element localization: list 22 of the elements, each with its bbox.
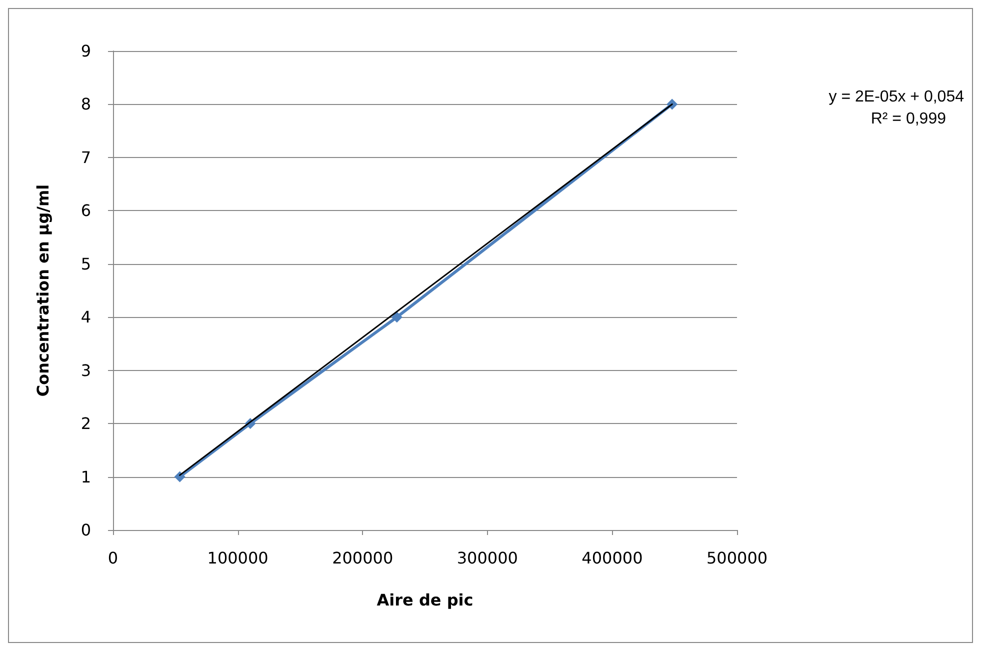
x-tick-label: 500000 (706, 548, 768, 568)
y-axis-title: Concentration en µg/ml (34, 184, 52, 397)
y-tick-label: 0 (80, 520, 91, 540)
point (391, 312, 402, 323)
y-tick-label: 4 (80, 308, 91, 327)
y-tick-label: 8 (80, 94, 91, 114)
y-tick-label: 3 (80, 360, 91, 380)
y-tick-label: 7 (80, 148, 91, 167)
x-tick-label: 0 (108, 548, 118, 568)
y-tick-label: 5 (80, 254, 91, 274)
x-axis-title: Aire de pic (376, 590, 474, 610)
x-tick-label: 200000 (332, 548, 394, 568)
text: y = 2E-05x + 0,054 (828, 88, 964, 106)
y-tick-label: 1 (80, 467, 91, 486)
x-tick-label: 300000 (456, 548, 518, 568)
x-tick-label: 100000 (207, 548, 268, 568)
x-tick-label: 400000 (582, 548, 643, 568)
y-tick-label: 6 (80, 201, 91, 220)
text: R² = 0,999 (870, 110, 946, 128)
y-tick-label: 9 (80, 42, 91, 60)
point (174, 471, 186, 482)
y-tick-label: 2 (80, 414, 91, 434)
